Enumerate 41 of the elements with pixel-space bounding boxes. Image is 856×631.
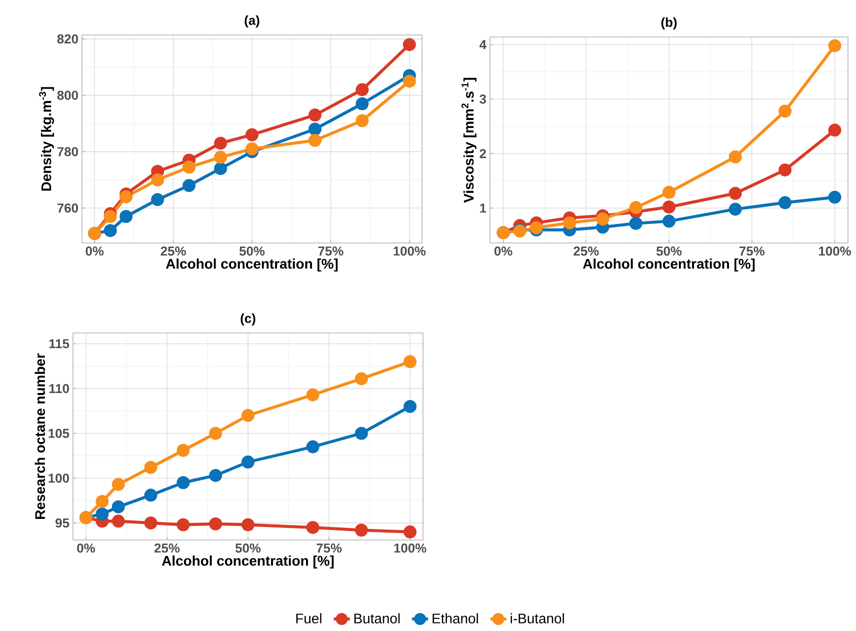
y-tick-label: 3: [480, 94, 486, 104]
legend-label: i-Butanol: [510, 613, 564, 624]
x-tick-label: 0%: [494, 246, 512, 256]
x-tick-label: 25%: [574, 246, 599, 256]
y-axis-title: Density [kg.m$^{-3}$]: [39, 87, 54, 191]
x-tick-label: 0%: [77, 544, 95, 553]
y-axis-title: Research octane number: [34, 353, 46, 519]
y-tick-label: 4: [479, 40, 486, 50]
y-tick-label: 800: [57, 90, 78, 100]
y-tick-label: 1: [480, 204, 486, 213]
x-tick-label: 75%: [316, 544, 342, 553]
y-tick-label: 780: [57, 147, 78, 156]
y-tick-label: 820: [57, 34, 78, 44]
x-tick-label: 50%: [235, 544, 261, 553]
chart-title: (a): [244, 15, 260, 28]
y-tick-label: 760: [57, 203, 78, 213]
y-axis-title: Viscosity [mm$^{2}$.s$^{-1}$]: [462, 78, 476, 203]
x-tick-label: 25%: [160, 246, 186, 256]
x-tick-label: 25%: [154, 544, 180, 553]
legend-label: Butanol: [354, 613, 400, 624]
x-tick-label: 0%: [86, 246, 104, 256]
chart-title: (c): [240, 313, 256, 326]
y-tick-label: 100: [48, 474, 69, 483]
x-tick-label: 100%: [394, 246, 426, 256]
x-axis-title: Alcohol concentration [%]: [582, 258, 755, 272]
y-tick-label: 2: [480, 149, 486, 158]
x-tick-label: 50%: [239, 246, 265, 256]
x-tick-label: 100%: [819, 246, 851, 256]
x-axis-title: Alcohol concentration [%]: [166, 258, 338, 272]
x-axis-title: Alcohol concentration [%]: [162, 556, 334, 569]
x-tick-label: 75%: [318, 246, 344, 256]
y-tick-label: 95: [56, 518, 70, 528]
legend-title: Fuel: [296, 613, 322, 624]
y-tick-label: 115: [49, 339, 70, 348]
x-tick-label: 50%: [656, 246, 682, 256]
x-tick-label: 75%: [739, 246, 764, 256]
chart-title: (b): [661, 17, 677, 30]
x-tick-label: 100%: [394, 544, 426, 553]
legend-label: Ethanol: [432, 613, 478, 624]
y-tick-label: 110: [49, 384, 69, 394]
y-tick-label: 105: [48, 428, 70, 438]
